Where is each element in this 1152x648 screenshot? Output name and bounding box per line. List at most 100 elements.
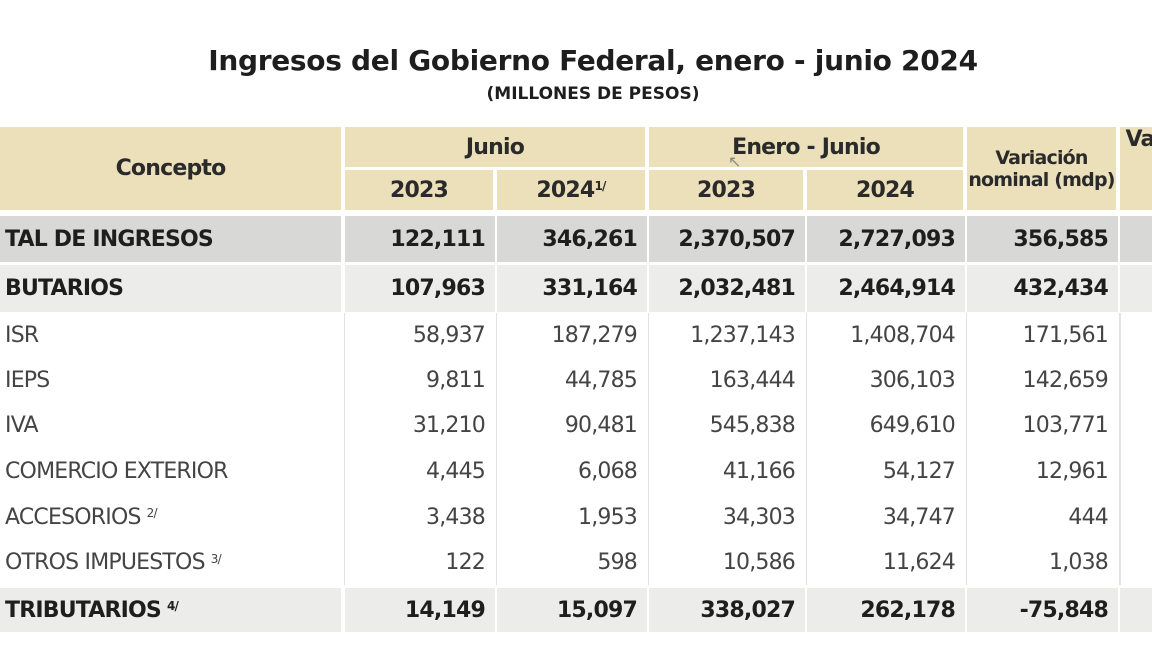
table-cell: 10,586	[649, 540, 805, 585]
table-cell: 103,771	[967, 403, 1118, 448]
header-enero-junio: Enero - Junio	[649, 127, 963, 167]
table-cell: 262,178	[807, 588, 965, 632]
table-cell-text: 1,038	[1049, 550, 1109, 575]
footnote-marker: 3/	[210, 551, 222, 566]
footnote-marker: 1/	[594, 179, 606, 193]
table-cell: 11,624	[807, 540, 965, 585]
table-cell-text: 107,963	[390, 276, 485, 301]
row-label-text: TRIBUTARIOS	[5, 597, 162, 623]
table-cell-text: 11,624	[882, 550, 956, 575]
table-cell: 3,438	[345, 494, 495, 540]
table-cell-cut	[1120, 588, 1152, 632]
table-cell-text: 331,164	[542, 276, 637, 301]
table-cell-text: 58,937	[412, 323, 486, 348]
table-cell: 2,464,914	[807, 265, 965, 312]
row-label: IVA	[0, 403, 341, 448]
table-cell-text: 3,438	[426, 504, 486, 530]
header-junio: Junio	[345, 127, 645, 167]
table-cell-text: 187,279	[551, 323, 638, 348]
table-cell-cut	[1120, 313, 1152, 358]
table-cell-cut	[1120, 494, 1152, 540]
table-cell-text: -75,848	[1019, 597, 1109, 623]
row-label: TAL DE INGRESOS	[0, 216, 341, 262]
column-divider	[806, 313, 807, 585]
table-cell-text: 2,464,914	[838, 276, 955, 301]
table-cell: 598	[497, 540, 647, 585]
page-subtitle: (MILLONES DE PESOS)	[486, 84, 700, 104]
table-cell: 54,127	[807, 448, 965, 494]
table-cell-cut	[1120, 540, 1152, 585]
table-cell-text: 34,303	[722, 504, 796, 530]
header-junio-2024-text: 2024	[536, 177, 595, 203]
header-enero-junio-text: Enero - Junio	[732, 134, 881, 160]
table-cell: 44,785	[497, 358, 647, 403]
table-cell: 545,838	[649, 403, 805, 448]
table-cell-text: 14,149	[404, 597, 486, 623]
table-cell-cut	[1120, 216, 1152, 262]
header-variacion: Variación nominal (mdp)	[967, 127, 1116, 210]
table-cell-text: 6,068	[578, 458, 638, 484]
table-cell: 2,727,093	[807, 216, 965, 262]
table-cell-text: 103,771	[1022, 413, 1109, 438]
table-cell-text: 41,166	[722, 458, 796, 484]
footnote-marker: 4/	[166, 599, 179, 613]
row-label-text: IEPS	[5, 368, 50, 393]
row-label: COMERCIO EXTERIOR	[0, 448, 341, 494]
table-cell: -75,848	[967, 588, 1118, 632]
row-label-text: ISR	[5, 323, 39, 348]
table-cell: 31,210	[345, 403, 495, 448]
table-cell: 14,149	[345, 588, 495, 632]
table-cell: 122	[345, 540, 495, 585]
table-cell-cut	[1120, 358, 1152, 403]
column-divider	[496, 313, 497, 585]
table-cell: 41,166	[649, 448, 805, 494]
table-cell-text: 4,445	[426, 458, 486, 484]
table-cell-text: 31,210	[412, 413, 486, 438]
header-concepto: Concepto	[0, 127, 341, 210]
table-cell-text: 306,103	[869, 368, 956, 393]
page-title: Ingresos del Gobierno Federal, enero - j…	[208, 44, 978, 77]
table-cell-text: 10,586	[722, 550, 796, 575]
table-cell: 306,103	[807, 358, 965, 403]
table-cell: 34,303	[649, 494, 805, 540]
table-cell: 356,585	[967, 216, 1118, 262]
table-cell: 6,068	[497, 448, 647, 494]
table-cell: 1,408,704	[807, 313, 965, 358]
table-cell: 122,111	[345, 216, 495, 262]
table-cell: 58,937	[345, 313, 495, 358]
column-divider	[344, 313, 345, 585]
column-divider	[1119, 313, 1120, 585]
header-variacion-text: Variación nominal (mdp)	[968, 146, 1115, 191]
table-cell-text: 122,111	[390, 226, 485, 252]
header-enero-junio-2024: 2024	[807, 170, 963, 210]
table-cell-text: 163,444	[709, 368, 796, 393]
header-variacion-cut: Va	[1120, 127, 1152, 210]
table-cell: 432,434	[967, 265, 1118, 312]
table-cell: 12,961	[967, 448, 1118, 494]
table-cell: 1,237,143	[649, 313, 805, 358]
header-junio-2023-text: 2023	[389, 177, 449, 203]
table-cell-text: 142,659	[1022, 368, 1109, 393]
header-enero-junio-2023: 2023	[649, 170, 803, 210]
header-concepto-text: Concepto	[115, 156, 227, 181]
row-label-text: COMERCIO EXTERIOR	[5, 458, 228, 484]
table-cell: 90,481	[497, 403, 647, 448]
table-cell-text: 34,747	[882, 504, 956, 530]
table-cell-text: 1,237,143	[690, 323, 796, 348]
row-label: ISR	[0, 313, 341, 358]
table-cell: 34,747	[807, 494, 965, 540]
table-cell-text: 444	[1068, 504, 1108, 530]
header-enero-junio-2023-text: 2023	[696, 177, 756, 203]
table-cell: 346,261	[497, 216, 647, 262]
table-cell: 163,444	[649, 358, 805, 403]
table-cell-text: 2,370,507	[678, 226, 795, 252]
table-cell: 171,561	[967, 313, 1118, 358]
table-cell: 9,811	[345, 358, 495, 403]
header-variacion-cut-text: Va	[1125, 127, 1152, 152]
row-label: TRIBUTARIOS 4/	[0, 588, 341, 632]
row-label-text: IVA	[5, 413, 39, 438]
row-label: BUTARIOS	[0, 265, 341, 312]
table-cell: 444	[967, 494, 1118, 540]
table-cell-text: 598	[597, 550, 637, 575]
table-cell: 142,659	[967, 358, 1118, 403]
